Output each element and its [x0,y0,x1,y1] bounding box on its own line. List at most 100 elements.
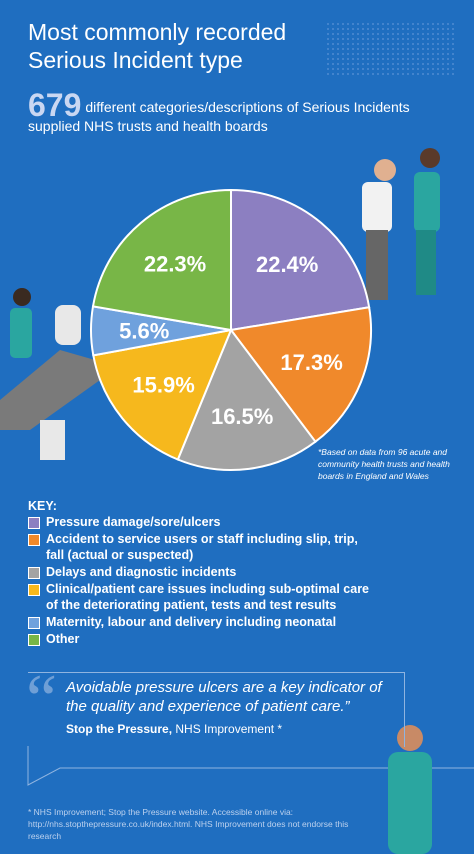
dot [347,38,349,40]
pie-slice [229,306,372,444]
intro-text: different categories/descriptions of Ser… [28,99,410,134]
dot [342,38,344,40]
dot [412,38,414,40]
dot [422,43,424,45]
dot [447,23,449,25]
dot [332,58,334,60]
legend-item: Delays and diagnostic incidents [28,564,378,580]
dot [452,43,454,45]
dot [367,68,369,70]
dot [427,68,429,70]
dot [432,38,434,40]
legend-label: Clinical/patient care issues including s… [46,582,370,612]
dot [382,53,384,55]
dot [412,23,414,25]
dot [372,68,374,70]
dot [452,68,454,70]
dot [372,23,374,25]
dot [392,63,394,65]
dot [372,33,374,35]
dot [432,68,434,70]
dot [357,48,359,50]
dot [452,58,454,60]
dot [427,23,429,25]
dot [352,48,354,50]
title: Most commonly recorded Serious Incident … [28,19,287,73]
dot [387,43,389,45]
dot [412,48,414,50]
dot [442,38,444,40]
dot [412,63,414,65]
dot [382,28,384,30]
dot [382,43,384,45]
dot [377,73,379,75]
dot [427,28,429,30]
quote-box [28,672,405,747]
dot [347,43,349,45]
dot [397,53,399,55]
dot [417,33,419,35]
dot [432,23,434,25]
dot [447,68,449,70]
dot [412,53,414,55]
quote-mark: “ [26,661,58,738]
legend: KEY: Pressure damage/sore/ulcers Accident … [28,498,378,648]
dot [402,43,404,45]
dot [377,43,379,45]
dot [417,48,419,50]
dot [362,28,364,30]
dot [402,63,404,65]
dot [347,53,349,55]
dot [377,23,379,25]
dot [362,63,364,65]
dot [427,48,429,50]
dot [332,43,334,45]
dot [387,23,389,25]
dot [347,33,349,35]
dot [387,28,389,30]
dot [337,48,339,50]
pie-slice [91,188,232,332]
dot [362,43,364,45]
dot [407,38,409,40]
dot [447,28,449,30]
dot [422,73,424,75]
dot [397,28,399,30]
dot [332,33,334,35]
dot [357,38,359,40]
dot [357,28,359,30]
dot [437,53,439,55]
legend-item: Accident to service users or staff inclu… [28,531,378,563]
dot [347,48,349,50]
dot [352,33,354,35]
dot [372,28,374,30]
dot [437,58,439,60]
dot [402,33,404,35]
dot [417,58,419,60]
dot [352,38,354,40]
dot [422,68,424,70]
dot [327,23,329,25]
dot [442,58,444,60]
dot [452,33,454,35]
dot [437,23,439,25]
dot [372,73,374,75]
dot [377,58,379,60]
dot [427,38,429,40]
dot [377,38,379,40]
illustration [0,148,440,854]
dot [447,53,449,55]
dot [352,53,354,55]
dot [397,23,399,25]
dot [437,73,439,75]
dot [382,73,384,75]
dot [427,53,429,55]
slice-label: 17.3% [280,350,342,375]
dot [447,38,449,40]
dot [437,48,439,50]
dot [332,38,334,40]
dot [402,68,404,70]
dot [342,48,344,50]
dot [402,53,404,55]
dot [397,33,399,35]
